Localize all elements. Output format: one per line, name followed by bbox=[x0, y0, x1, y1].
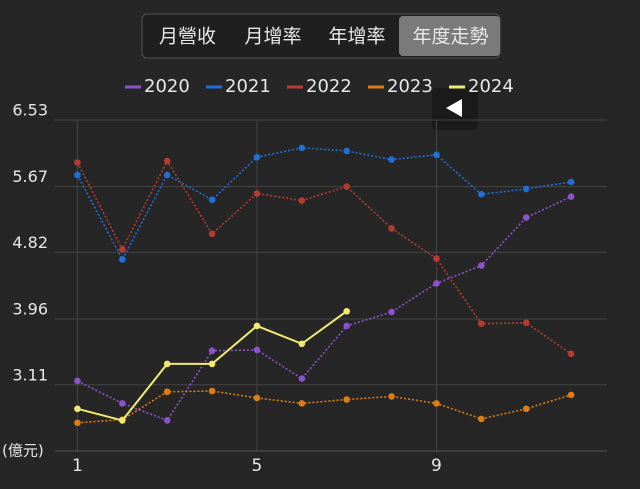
y-axis-label: (億元) bbox=[2, 442, 44, 460]
y-tick-label: 6.53 bbox=[12, 101, 48, 120]
y-tick-label: 3.96 bbox=[12, 299, 48, 318]
legend-label: 2024 bbox=[468, 76, 514, 97]
legend-entry[interactable]: 2021 bbox=[206, 76, 271, 97]
legend-entry[interactable]: 2023 bbox=[368, 76, 433, 97]
tab-selected-bg bbox=[399, 16, 500, 56]
data-point bbox=[298, 144, 306, 152]
tab-label: 月增率 bbox=[244, 26, 301, 48]
data-point bbox=[163, 157, 171, 165]
tab-label: 月營收 bbox=[159, 26, 216, 48]
data-point bbox=[74, 377, 81, 385]
series-line bbox=[77, 195, 572, 422]
data-point bbox=[433, 151, 440, 159]
data-point bbox=[343, 322, 351, 330]
data-point bbox=[388, 225, 395, 232]
tab[interactable]: 月增率 bbox=[244, 26, 301, 48]
data-point bbox=[433, 400, 440, 407]
legend-entry[interactable]: 2022 bbox=[287, 76, 352, 97]
x-tick-label: 1 bbox=[72, 456, 83, 476]
data-point bbox=[343, 183, 351, 190]
legend-entry[interactable]: 2020 bbox=[125, 76, 190, 97]
data-point bbox=[433, 280, 440, 287]
data-point bbox=[522, 214, 530, 221]
tab[interactable]: 月營收 bbox=[159, 26, 216, 48]
data-point bbox=[298, 400, 306, 407]
data-point bbox=[522, 405, 530, 413]
tab-label: 年度走勢 bbox=[412, 26, 488, 48]
data-point bbox=[163, 171, 171, 179]
y-tick-label: 3.11 bbox=[12, 365, 48, 384]
data-point bbox=[119, 400, 126, 407]
arrow-icon bbox=[446, 99, 462, 117]
data-point bbox=[74, 419, 81, 427]
data-point bbox=[74, 159, 81, 166]
data-point bbox=[74, 171, 81, 179]
data-point bbox=[433, 255, 440, 262]
data-point bbox=[298, 197, 306, 204]
x-tick-label: 5 bbox=[252, 456, 263, 476]
series-line bbox=[76, 159, 572, 355]
data-point bbox=[478, 415, 485, 423]
series-line bbox=[76, 147, 572, 262]
data-point bbox=[522, 319, 530, 327]
data-point bbox=[567, 193, 575, 200]
data-point bbox=[119, 246, 126, 253]
data-point bbox=[388, 393, 395, 400]
data-point bbox=[208, 347, 216, 355]
tab[interactable]: 年度走勢 bbox=[399, 16, 500, 56]
data-point bbox=[567, 391, 575, 399]
data-point bbox=[119, 417, 126, 424]
data-point bbox=[567, 178, 575, 186]
data-point bbox=[253, 394, 261, 402]
tab-bar: 月營收 月增率 年增率 年度走勢 bbox=[141, 13, 501, 59]
data-point bbox=[74, 405, 81, 413]
data-point bbox=[567, 350, 575, 358]
y-tick-label: 5.67 bbox=[12, 167, 48, 186]
legend-label: 2022 bbox=[306, 76, 352, 97]
data-point bbox=[522, 185, 530, 193]
data-point bbox=[343, 396, 351, 403]
data-point bbox=[253, 322, 261, 330]
data-point bbox=[343, 147, 351, 155]
legend-label: 2023 bbox=[387, 76, 433, 97]
data-point bbox=[388, 156, 395, 163]
data-point bbox=[163, 360, 171, 368]
data-point bbox=[478, 320, 485, 327]
tab[interactable]: 年增率 bbox=[328, 26, 385, 48]
data-point bbox=[208, 387, 216, 395]
tab-label: 年增率 bbox=[328, 26, 385, 48]
data-point bbox=[163, 417, 171, 424]
series-line bbox=[77, 390, 572, 424]
data-point bbox=[208, 360, 216, 368]
data-point bbox=[478, 262, 485, 269]
legend-label: 2021 bbox=[225, 76, 271, 97]
data-point bbox=[208, 196, 216, 204]
data-point bbox=[343, 307, 351, 315]
data-point bbox=[208, 230, 216, 238]
legend-label: 2020 bbox=[144, 76, 190, 97]
data-point bbox=[163, 388, 171, 396]
data-point bbox=[298, 340, 306, 348]
y-tick-label: 4.82 bbox=[12, 233, 48, 252]
data-point bbox=[253, 190, 261, 197]
legend-entry[interactable]: 2024 bbox=[449, 76, 514, 97]
data-point bbox=[253, 153, 261, 161]
data-point bbox=[119, 256, 126, 263]
data-point bbox=[388, 308, 395, 316]
x-tick-label: 9 bbox=[431, 456, 442, 476]
data-point bbox=[253, 346, 261, 354]
data-point bbox=[478, 191, 485, 198]
data-point bbox=[298, 375, 306, 382]
